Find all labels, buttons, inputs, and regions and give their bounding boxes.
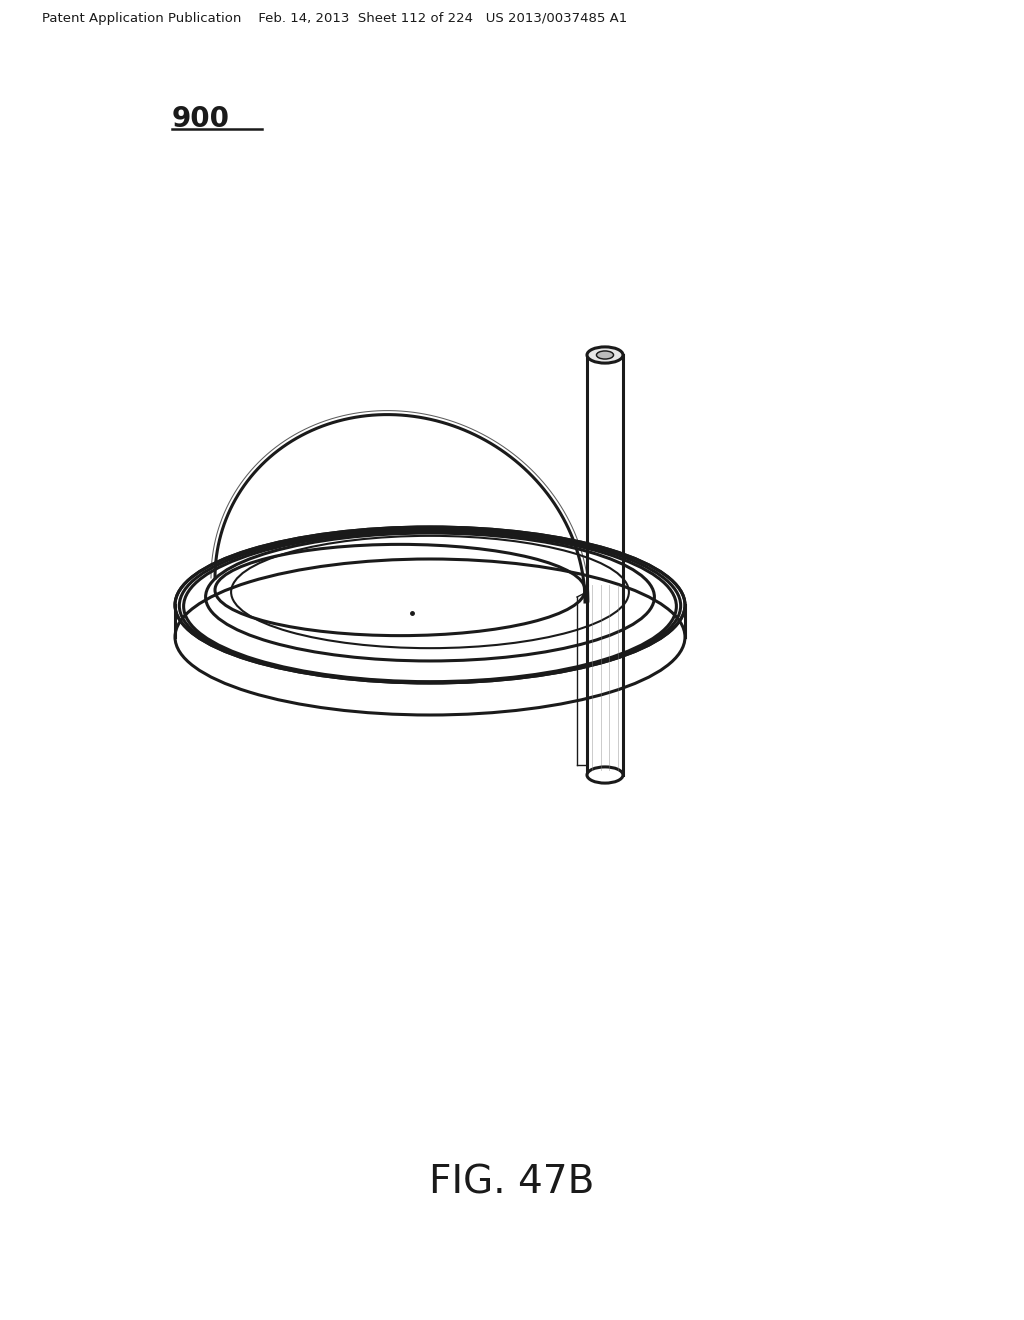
Ellipse shape <box>587 347 623 363</box>
Ellipse shape <box>596 351 613 359</box>
Text: 900: 900 <box>172 106 230 133</box>
Ellipse shape <box>587 767 623 783</box>
Text: Patent Application Publication    Feb. 14, 2013  Sheet 112 of 224   US 2013/0037: Patent Application Publication Feb. 14, … <box>42 12 628 25</box>
Text: FIG. 47B: FIG. 47B <box>429 1163 595 1201</box>
